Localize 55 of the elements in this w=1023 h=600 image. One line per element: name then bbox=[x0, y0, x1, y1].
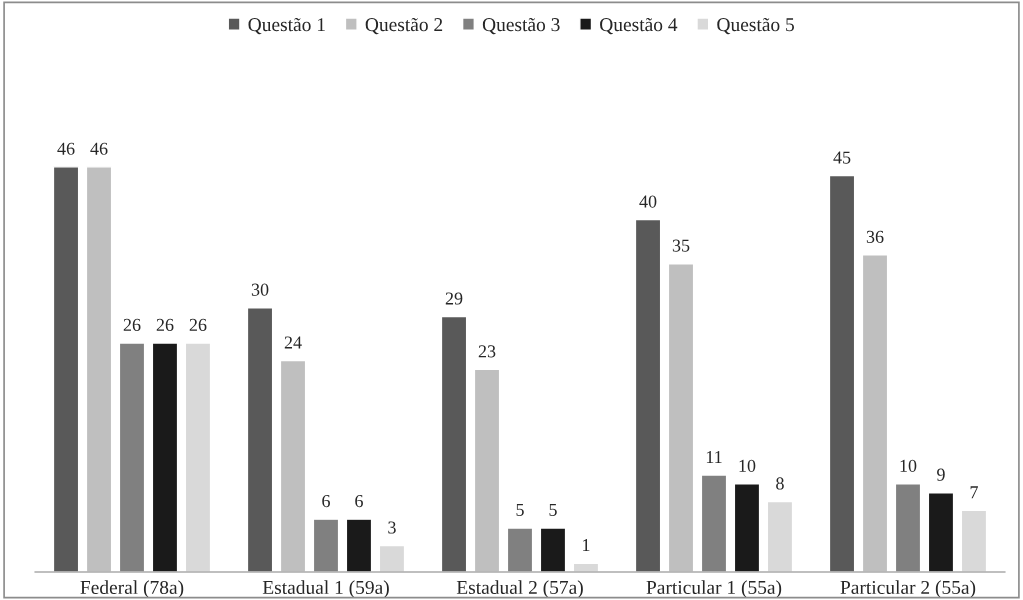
data-label: 26 bbox=[189, 318, 207, 331]
data-label: 5 bbox=[549, 503, 557, 516]
bar bbox=[733, 483, 761, 572]
bar bbox=[345, 518, 373, 572]
bar bbox=[572, 562, 600, 572]
legend-label: Questão 1 bbox=[248, 17, 325, 35]
data-label: 6 bbox=[355, 495, 363, 508]
bar bbox=[184, 342, 212, 572]
bar bbox=[52, 166, 80, 572]
x-tick-label: Estadual 1 (59a) bbox=[262, 580, 389, 598]
data-label: 8 bbox=[776, 477, 784, 490]
data-label: 1 bbox=[583, 539, 590, 552]
x-tick-label: Particular 2 (55a) bbox=[840, 580, 976, 598]
data-label: 30 bbox=[251, 283, 269, 296]
bar bbox=[440, 315, 468, 572]
bar bbox=[473, 368, 501, 572]
data-label: 10 bbox=[900, 459, 917, 472]
x-tick-label: Federal (78a) bbox=[80, 580, 184, 598]
bar bbox=[960, 509, 988, 572]
data-label: 26 bbox=[156, 318, 174, 331]
bar bbox=[246, 307, 274, 572]
x-tick-label: Estadual 2 (57a) bbox=[456, 580, 583, 598]
data-label: 10 bbox=[739, 459, 756, 472]
data-label: 46 bbox=[90, 142, 108, 155]
bar bbox=[861, 254, 889, 572]
data-label: 36 bbox=[866, 230, 884, 243]
data-label: 11 bbox=[706, 451, 722, 463]
bar bbox=[151, 342, 179, 572]
data-label: 40 bbox=[639, 195, 657, 208]
bar bbox=[766, 500, 794, 572]
bar bbox=[634, 218, 662, 572]
bar bbox=[279, 359, 307, 572]
bar bbox=[828, 174, 856, 572]
x-tick-label: Particular 1 (55a) bbox=[646, 580, 782, 598]
data-label: 24 bbox=[284, 336, 302, 349]
data-label: 23 bbox=[478, 345, 496, 358]
bar bbox=[378, 544, 406, 572]
data-label: 6 bbox=[322, 495, 330, 508]
bar bbox=[927, 492, 955, 572]
bar bbox=[667, 263, 695, 572]
legend-label: Questão 4 bbox=[600, 17, 678, 35]
data-label: 26 bbox=[123, 318, 141, 331]
data-label: 35 bbox=[672, 239, 690, 252]
bar bbox=[85, 166, 113, 572]
data-label: 9 bbox=[937, 468, 945, 481]
legend-label: Questão 2 bbox=[365, 17, 443, 35]
data-label: 46 bbox=[57, 142, 75, 155]
data-label: 5 bbox=[516, 503, 524, 516]
legend-label: Questão 5 bbox=[717, 17, 794, 35]
data-label: 45 bbox=[833, 151, 851, 164]
data-label: 3 bbox=[388, 521, 396, 534]
data-label: 7 bbox=[970, 486, 978, 499]
legend-label: Questão 3 bbox=[482, 17, 560, 35]
bar bbox=[539, 527, 567, 572]
data-label: 29 bbox=[445, 292, 463, 305]
